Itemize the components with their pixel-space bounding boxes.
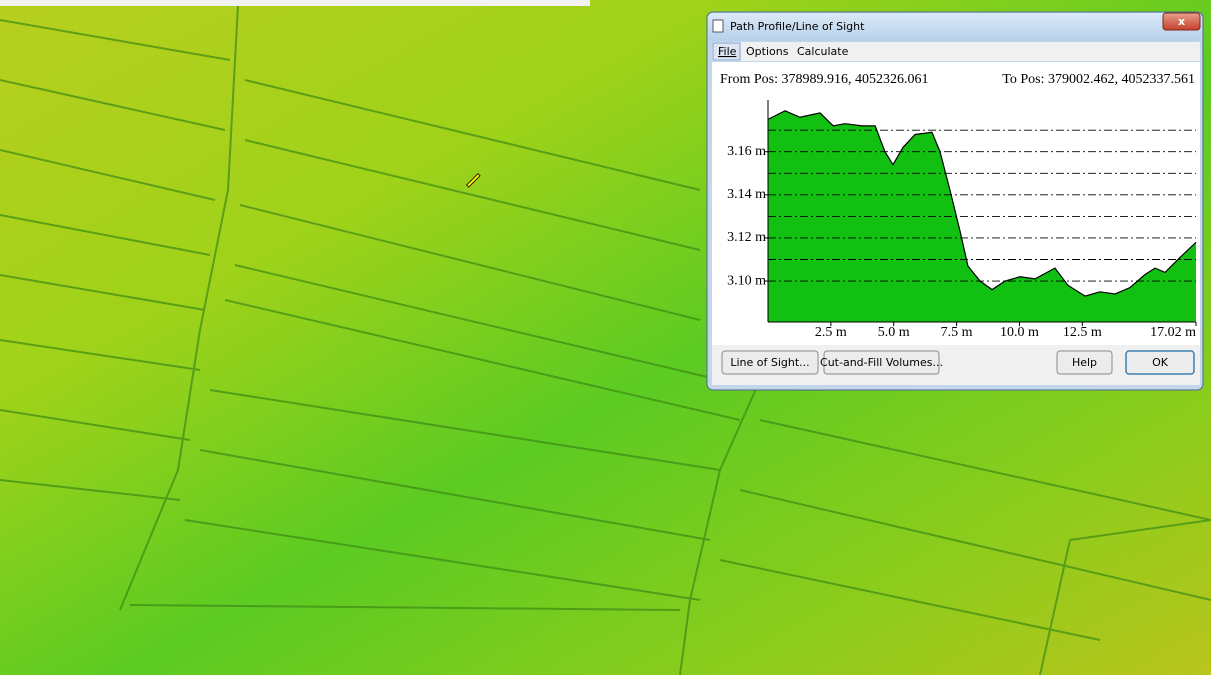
x-tick-label: 10.0 m: [1000, 325, 1039, 340]
y-tick-label: 3.10 m: [727, 273, 766, 288]
y-tick-label: 3.16 m: [727, 144, 766, 159]
x-tick-label: 2.5 m: [815, 325, 847, 340]
from-pos: From Pos: 378989.916, 4052326.061: [720, 72, 928, 87]
button-label[interactable]: OK: [1152, 356, 1169, 369]
button-label[interactable]: Line of Sight...: [730, 356, 809, 369]
to-pos: To Pos: 379002.462, 4052337.561: [1002, 72, 1195, 87]
x-tick-label: 17.02 m: [1150, 325, 1196, 340]
x-tick-label: 12.5 m: [1063, 325, 1102, 340]
screen: Path Profile/Line of Sight x File Option…: [0, 0, 1211, 675]
close-icon[interactable]: x: [1178, 15, 1185, 28]
y-tick-label: 3.14 m: [727, 187, 766, 202]
menu-item[interactable]: Calculate: [797, 45, 849, 58]
x-tick-label: 5.0 m: [878, 325, 910, 340]
window-icon: [713, 20, 723, 32]
toolbar-strip: [0, 0, 590, 6]
button-label[interactable]: Help: [1072, 356, 1097, 369]
menu-item[interactable]: File: [718, 45, 737, 58]
window-title: Path Profile/Line of Sight: [730, 20, 865, 33]
button-label[interactable]: Cut-and-Fill Volumes...: [820, 356, 943, 369]
x-tick-label: 7.5 m: [941, 325, 973, 340]
y-tick-label: 3.12 m: [727, 230, 766, 245]
menu-item[interactable]: Options: [746, 45, 789, 58]
